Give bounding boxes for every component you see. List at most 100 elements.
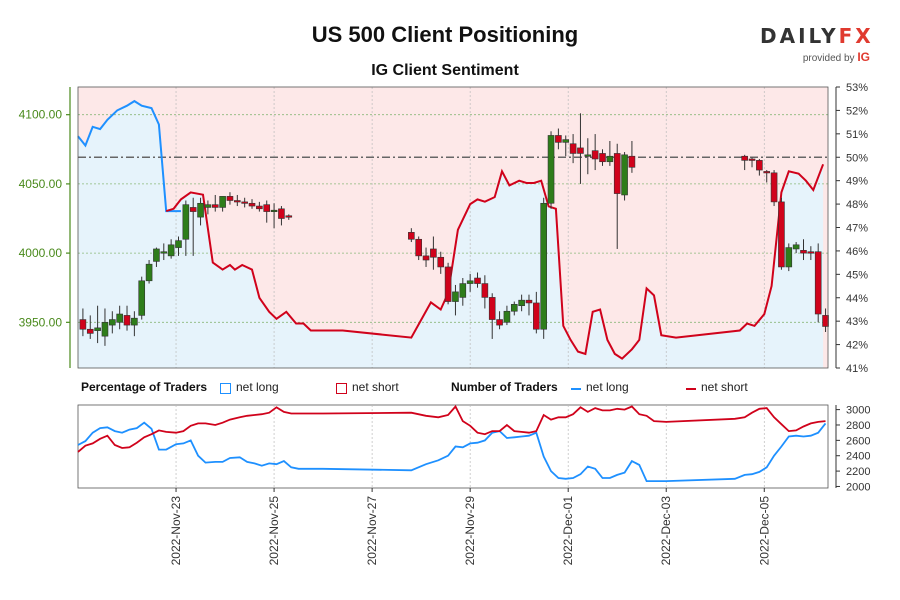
- percentage-tick-label: 47%: [846, 223, 868, 235]
- candle-body: [741, 155, 748, 161]
- candle-body: [770, 172, 778, 203]
- candle-body: [540, 202, 547, 330]
- candle-body: [547, 135, 555, 204]
- legend-net-short-box-icon: [336, 383, 347, 394]
- count-tick-label: 2000: [846, 481, 870, 493]
- candle-body: [496, 319, 503, 326]
- candle-body: [94, 327, 101, 331]
- candle-body: [248, 202, 256, 207]
- candle-body: [204, 204, 212, 208]
- candle-body: [285, 215, 293, 218]
- candle-body: [807, 251, 815, 254]
- candle-body: [153, 248, 160, 262]
- logo-fx: FX: [838, 24, 874, 48]
- dailyfx-logo: DAILYFX provided by IG: [760, 24, 871, 64]
- candle-body: [466, 280, 474, 284]
- candle-body: [613, 153, 621, 194]
- plot-border: [77, 86, 829, 369]
- candle-body: [778, 201, 785, 268]
- candle-body: [621, 154, 628, 196]
- legend-pct-net-long: net long: [236, 380, 279, 394]
- count-tick-label: 2600: [846, 435, 870, 447]
- percentage-tick-label: 49%: [846, 176, 868, 188]
- price-tick-label: 4050.00: [19, 177, 63, 191]
- candle-body: [182, 204, 190, 240]
- candle-body: [518, 299, 525, 307]
- candle-body: [488, 297, 496, 320]
- candle-body: [452, 291, 459, 302]
- candle-body: [138, 280, 146, 316]
- count-tick-label: 2400: [846, 451, 870, 463]
- candle-body: [562, 139, 570, 143]
- candle-body: [256, 205, 263, 210]
- count-plot-border: [77, 404, 829, 489]
- candle-body: [263, 204, 271, 212]
- candle-body: [577, 147, 584, 154]
- date-tick-label: 2022-Nov-29: [463, 496, 477, 566]
- candle-body: [437, 256, 445, 268]
- percentage-tick-label: 45%: [846, 269, 868, 281]
- candle-body: [430, 248, 437, 258]
- price-tick-label: 4100.00: [19, 108, 63, 122]
- candle-body: [211, 204, 219, 208]
- candle-body: [219, 196, 226, 208]
- percentage-tick-label: 41%: [846, 363, 868, 375]
- candle-body: [459, 283, 467, 298]
- legend-pct-net-short: net short: [352, 380, 399, 394]
- candle-body: [226, 196, 234, 201]
- legend-net-long-box-icon: [220, 383, 231, 394]
- price-tick-label: 4000.00: [19, 246, 63, 260]
- price-tick-label: 3950.00: [19, 315, 63, 329]
- candle-body: [763, 171, 771, 174]
- percentage-tick-label: 46%: [846, 246, 868, 258]
- candle-body: [145, 263, 153, 282]
- date-tick-label: 2022-Dec-03: [659, 496, 673, 566]
- candle-body: [422, 255, 430, 261]
- candle-body: [756, 160, 763, 171]
- candle-body: [86, 328, 94, 334]
- logo-daily: DAILY: [760, 24, 839, 48]
- logo-provided-by: provided by IG: [760, 50, 870, 64]
- candle-body: [503, 310, 511, 323]
- candle-body: [175, 240, 182, 248]
- legend-num-net-short: net short: [701, 380, 748, 394]
- ig-logo: IG: [857, 50, 870, 64]
- date-tick-label: 2022-Nov-25: [267, 496, 281, 566]
- candle-body: [160, 251, 168, 254]
- legend-num-net-long: net long: [586, 380, 629, 394]
- chart-subtitle: IG Client Sentiment: [371, 62, 519, 79]
- net-short-percentage-line: [165, 163, 825, 360]
- candle-body: [278, 208, 285, 219]
- candle-body: [408, 232, 415, 240]
- candle-body: [533, 302, 540, 330]
- date-tick-label: 2022-Dec-05: [757, 496, 771, 566]
- percentage-tick-label: 50%: [846, 152, 868, 164]
- legend-percentage-heading: Percentage of Traders: [81, 380, 208, 394]
- percentage-tick-label: 51%: [846, 129, 868, 141]
- candle-body: [584, 154, 592, 157]
- candle-body: [474, 277, 481, 284]
- candle-body: [510, 304, 518, 312]
- candle-body: [167, 244, 175, 257]
- candle-body: [444, 266, 452, 302]
- percentage-tick-label: 42%: [846, 340, 868, 352]
- candle-body: [101, 322, 109, 337]
- candle-body: [481, 283, 489, 298]
- percentage-tick-label: 53%: [846, 82, 868, 94]
- candle-body: [599, 153, 606, 163]
- count-tick-label: 2800: [846, 420, 870, 432]
- candle-body: [525, 299, 533, 304]
- candle-body: [606, 155, 614, 163]
- net-short-count-line: [77, 404, 826, 453]
- logo-wordmark: DAILYFX: [760, 24, 871, 48]
- trader-count-chart: 2000 2200 2400 2600 2800 3000 2022-Nov-23 2022-…: [77, 404, 870, 566]
- candle-body: [189, 207, 197, 212]
- candle-body: [123, 315, 131, 326]
- candle-body: [800, 250, 807, 254]
- candle-body: [555, 135, 562, 143]
- date-tick-label: 2022-Nov-23: [169, 496, 183, 566]
- legend-number-heading: Number of Traders: [451, 380, 558, 394]
- candle-body: [792, 244, 800, 250]
- candle-body: [79, 319, 87, 330]
- chart-title: US 500 Client Positioning: [311, 22, 579, 47]
